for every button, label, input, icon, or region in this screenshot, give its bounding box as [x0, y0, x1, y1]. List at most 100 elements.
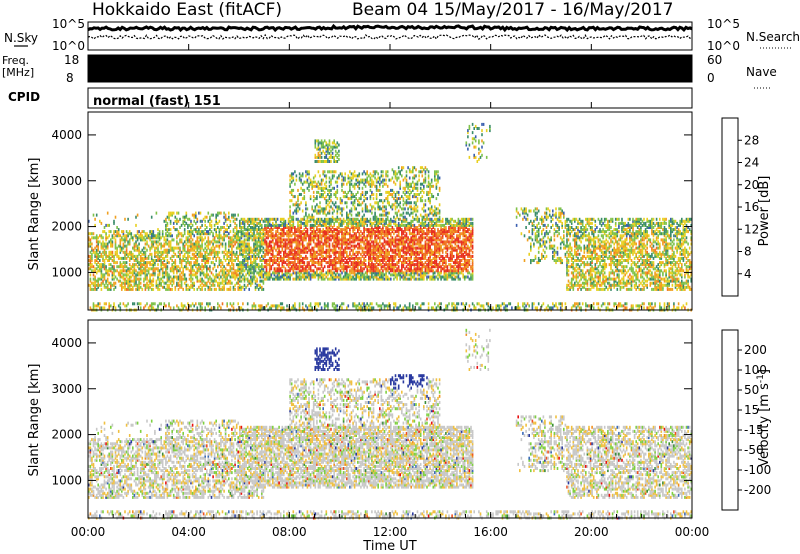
- echo-cell: [132, 254, 134, 258]
- echo-cell: [165, 254, 167, 258]
- echo-cell: [122, 230, 125, 234]
- echo-cell: [105, 223, 107, 227]
- echo-cell: [308, 304, 310, 308]
- echo-cell: [174, 267, 177, 271]
- echo-cell: [346, 244, 348, 248]
- echo-cell: [289, 199, 291, 203]
- echo-cell: [375, 201, 378, 205]
- echo-cell: [301, 275, 304, 279]
- echo-cell: [327, 211, 329, 215]
- echo-cell: [336, 236, 339, 240]
- echo-cell: [127, 217, 129, 221]
- echo-cell: [138, 242, 140, 246]
- echo-cell: [128, 240, 131, 244]
- echo-cell: [103, 226, 106, 229]
- echo-cell: [204, 256, 206, 260]
- echo-cell: [257, 226, 260, 229]
- echo-cell: [289, 273, 291, 277]
- echo-cell: [273, 244, 276, 248]
- echo-cell: [344, 176, 346, 180]
- echo-cell: [316, 184, 318, 188]
- echo-cell: [273, 242, 276, 246]
- echo-cell: [358, 201, 361, 205]
- echo-cell: [157, 254, 159, 258]
- echo-cell: [122, 265, 125, 269]
- echo-cell: [361, 267, 364, 271]
- echo-cell: [327, 238, 329, 242]
- echo-cell: [102, 265, 104, 269]
- echo-cell: [157, 234, 159, 238]
- echo-cell: [237, 273, 239, 277]
- echo-cell: [382, 302, 384, 306]
- echo-cell: [279, 217, 282, 221]
- echo-cell: [240, 269, 243, 273]
- echo-cell: [128, 285, 131, 289]
- echo-cell: [320, 145, 323, 149]
- echo-cell: [352, 174, 354, 178]
- echo-cell: [314, 223, 317, 227]
- echo-cell: [328, 223, 331, 227]
- echo-cell: [347, 215, 350, 219]
- echo-cell: [259, 283, 261, 287]
- echo-cell: [375, 256, 378, 260]
- echo-cell: [187, 217, 189, 221]
- echo-cell: [334, 205, 337, 209]
- echo-cell: [295, 174, 298, 178]
- echo-cell: [204, 246, 206, 250]
- echo-cell: [336, 256, 339, 260]
- echo-cell: [138, 283, 140, 287]
- echo-cell: [278, 223, 280, 227]
- echo-cell: [372, 248, 375, 252]
- echo-cell: [323, 242, 326, 246]
- echo-cell: [242, 248, 244, 252]
- echo-cell: [149, 304, 151, 308]
- echo-cell: [383, 304, 386, 308]
- echo-cell: [251, 263, 254, 267]
- echo-cell: [331, 151, 334, 155]
- echo-cell: [300, 271, 302, 275]
- echo-cell: [323, 234, 326, 238]
- echo-cell: [168, 287, 170, 291]
- echo-cell: [265, 223, 268, 227]
- echo-cell: [320, 275, 323, 279]
- echo-cell: [198, 265, 200, 269]
- echo-cell: [358, 219, 361, 223]
- echo-cell: [166, 283, 169, 287]
- echo-cell: [243, 277, 246, 281]
- echo-cell: [385, 304, 387, 308]
- echo-cell: [314, 174, 317, 178]
- echo-cell: [327, 221, 329, 225]
- echo-cell: [330, 275, 332, 279]
- echo-cell: [199, 306, 202, 310]
- echo-cell: [169, 256, 172, 260]
- echo-cell: [383, 199, 386, 203]
- echo-cell: [374, 215, 376, 219]
- echo-cell: [289, 184, 291, 188]
- echo-cell: [339, 248, 342, 252]
- echo-cell: [286, 277, 288, 281]
- echo-cell: [158, 254, 161, 258]
- echo-cell: [333, 141, 335, 145]
- echo-cell: [239, 246, 241, 250]
- echo-cell: [328, 244, 331, 248]
- echo-cell: [377, 180, 379, 184]
- echo-cell: [386, 195, 389, 199]
- echo-cell: [360, 238, 362, 242]
- echo-cell: [138, 267, 140, 271]
- echo-cell: [366, 267, 368, 271]
- echo-cell: [105, 236, 107, 240]
- echo-cell: [316, 195, 318, 199]
- echo-cell: [267, 223, 269, 227]
- echo-cell: [204, 232, 206, 236]
- echo-cell: [360, 263, 362, 267]
- echo-cell: [353, 226, 356, 229]
- echo-cell: [218, 271, 221, 275]
- echo-cell: [276, 230, 279, 234]
- echo-cell: [110, 252, 112, 256]
- echo-cell: [183, 244, 186, 248]
- echo-cell: [402, 256, 405, 260]
- echo-cell: [300, 242, 302, 246]
- echo-cell: [161, 279, 164, 283]
- echo-cell: [377, 205, 379, 209]
- echo-cell: [401, 271, 403, 275]
